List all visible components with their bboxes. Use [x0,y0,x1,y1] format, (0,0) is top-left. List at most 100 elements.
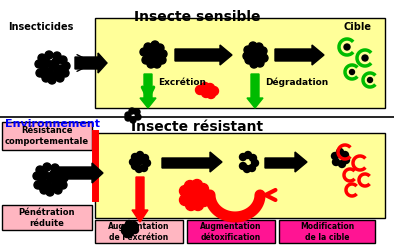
Bar [95,220,183,243]
Circle shape [331,152,338,159]
Circle shape [36,69,44,77]
Circle shape [126,230,134,236]
Circle shape [256,59,264,67]
Text: Dégradation: Dégradation [265,77,328,87]
Circle shape [38,182,46,190]
Circle shape [333,159,340,166]
Polygon shape [265,152,307,172]
Text: Résistance
comportementale: Résistance comportementale [5,126,89,146]
Circle shape [61,69,69,77]
Circle shape [40,186,48,194]
Circle shape [43,59,51,67]
Circle shape [249,42,257,50]
Circle shape [257,50,265,58]
Circle shape [251,159,258,167]
Circle shape [254,56,262,64]
Circle shape [149,48,157,56]
Circle shape [249,164,255,172]
Text: Insecte résistant: Insecte résistant [131,120,263,134]
Circle shape [260,54,268,62]
Circle shape [38,54,46,62]
Polygon shape [162,152,222,172]
Circle shape [141,164,147,172]
Circle shape [184,181,195,192]
Circle shape [33,172,41,180]
Circle shape [45,184,53,192]
Circle shape [36,166,44,174]
Circle shape [193,199,203,210]
Circle shape [43,163,51,171]
Circle shape [240,162,247,170]
Circle shape [38,176,46,184]
Circle shape [143,159,151,167]
Circle shape [245,151,251,159]
Circle shape [59,56,67,64]
Circle shape [134,109,140,115]
Polygon shape [132,177,148,222]
Circle shape [190,195,201,206]
Circle shape [243,52,251,60]
Circle shape [180,195,191,206]
Circle shape [54,186,62,194]
Circle shape [201,189,212,200]
Circle shape [338,160,346,168]
Circle shape [180,185,191,196]
Circle shape [145,52,153,60]
Circle shape [40,70,48,78]
Circle shape [156,44,164,52]
Circle shape [243,166,251,172]
Circle shape [57,168,65,176]
Circle shape [45,68,53,76]
Circle shape [250,60,258,68]
Circle shape [130,159,136,166]
Circle shape [125,115,131,121]
Circle shape [158,56,166,64]
Circle shape [193,193,203,204]
Circle shape [195,186,206,197]
Text: Augmentation
détoxification: Augmentation détoxification [200,222,262,242]
Circle shape [206,84,214,93]
Polygon shape [140,74,156,108]
Circle shape [51,168,59,176]
Circle shape [201,88,210,98]
Text: Augmentation
de l'excrétion: Augmentation de l'excrétion [108,222,170,242]
Circle shape [53,56,61,64]
Circle shape [151,55,159,63]
Circle shape [154,57,162,65]
Circle shape [191,180,203,191]
Circle shape [121,228,128,234]
Circle shape [151,41,159,49]
Circle shape [155,51,163,59]
Circle shape [132,154,139,160]
Circle shape [51,164,59,172]
Circle shape [140,48,148,56]
Circle shape [55,68,63,76]
Text: Cible: Cible [344,22,372,32]
Circle shape [48,76,56,84]
Circle shape [57,65,65,73]
Circle shape [125,112,131,118]
Text: Excrétion: Excrétion [158,77,206,86]
Circle shape [259,47,267,55]
Circle shape [56,74,64,82]
Polygon shape [275,45,324,65]
Circle shape [50,183,58,191]
Circle shape [249,155,256,161]
Polygon shape [55,163,103,183]
Circle shape [349,70,355,74]
Circle shape [147,60,155,68]
Circle shape [40,64,48,72]
Circle shape [121,224,128,232]
Bar [2,122,92,150]
Circle shape [210,86,219,96]
Circle shape [62,62,70,70]
Circle shape [53,52,61,60]
Polygon shape [247,74,263,108]
Circle shape [240,154,247,160]
Bar [187,220,275,243]
Circle shape [132,162,139,170]
Circle shape [132,226,139,233]
Circle shape [47,175,55,183]
Circle shape [252,48,260,56]
Circle shape [245,56,253,64]
